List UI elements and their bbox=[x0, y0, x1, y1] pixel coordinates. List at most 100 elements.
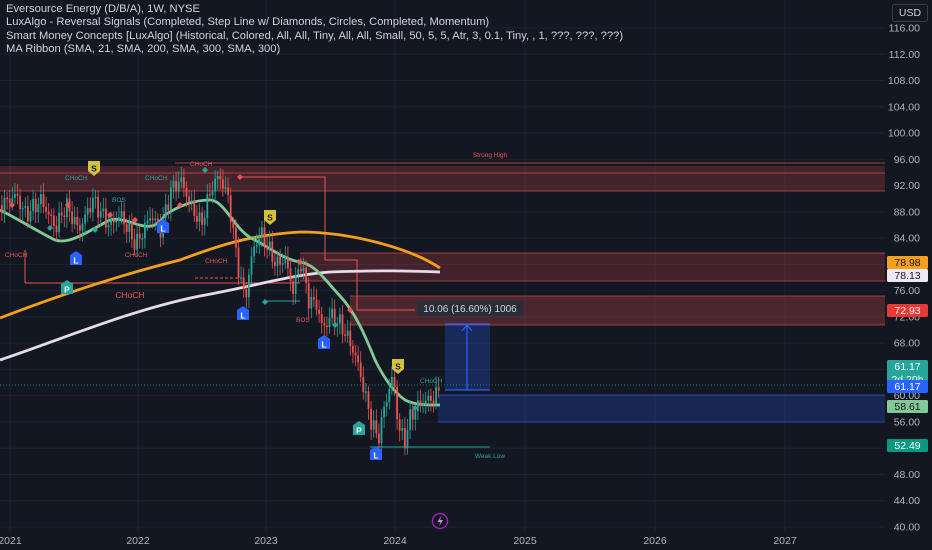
svg-text:L: L bbox=[321, 340, 326, 350]
price-axis-label: 68.00 bbox=[894, 338, 920, 350]
svg-text:72.93: 72.93 bbox=[894, 305, 920, 317]
candles bbox=[1, 166, 440, 456]
indicator-smc[interactable]: Smart Money Concepts [LuxAlgo] (Historic… bbox=[6, 29, 624, 42]
time-axis-label: 2023 bbox=[254, 535, 278, 547]
sma-21-line bbox=[0, 198, 441, 407]
price-tag-sma200: 78.98 bbox=[887, 256, 928, 269]
svg-text:P: P bbox=[356, 426, 362, 436]
choch-label: CHoCH bbox=[115, 290, 144, 300]
price-axis-label: 76.00 bbox=[894, 285, 920, 297]
price-axis-label: 48.00 bbox=[894, 469, 920, 481]
price-axis-label: 100.00 bbox=[888, 128, 920, 140]
price-tags: 78.98 78.13 72.93 61.172d 20h 61.17 58.6… bbox=[887, 256, 928, 452]
diamond-marker bbox=[92, 227, 98, 233]
choch-label-2: CHoCH bbox=[65, 175, 88, 182]
reversal-signal-p: P bbox=[61, 280, 73, 295]
svg-text:L: L bbox=[73, 256, 78, 266]
lightning-icon[interactable] bbox=[431, 512, 449, 530]
time-axis-label: 2027 bbox=[773, 535, 797, 547]
price-tag-sma300: 78.13 bbox=[887, 269, 928, 282]
svg-text:61.17: 61.17 bbox=[894, 381, 920, 393]
reversal-signal-l: L bbox=[237, 306, 249, 321]
price-axis-label: 116.00 bbox=[889, 23, 920, 35]
reversal-signal-l: L bbox=[70, 251, 82, 266]
price-axis-label: 112.00 bbox=[889, 49, 920, 61]
diamond-marker bbox=[47, 225, 53, 231]
diamond-marker bbox=[237, 174, 243, 180]
price-axis-label: 40.00 bbox=[894, 522, 920, 534]
diamond-marker bbox=[107, 212, 113, 218]
diamond-marker bbox=[132, 217, 138, 223]
bos-label-1: BOS bbox=[112, 197, 126, 204]
time-axis: 2021 2022 2023 2024 2025 2026 2027 bbox=[0, 535, 797, 547]
reversal-signal-s: S bbox=[392, 359, 404, 374]
svg-text:78.98: 78.98 bbox=[894, 257, 920, 269]
svg-text:S: S bbox=[267, 213, 273, 223]
svg-text:61.17: 61.17 bbox=[894, 361, 920, 373]
diamond-markers bbox=[9, 167, 418, 411]
diamond-marker bbox=[412, 405, 418, 411]
diamond-marker bbox=[332, 322, 338, 328]
weak-low-label: Weak Low bbox=[475, 453, 506, 460]
price-axis-label: 60.00 bbox=[894, 390, 920, 402]
choch-label-6: CHoCH bbox=[125, 252, 148, 259]
choch-label-3: CHoCH bbox=[145, 175, 168, 182]
chart-legend: Eversource Energy (D/B/A), 1W, NYSE LuxA… bbox=[6, 3, 623, 57]
step-line-red bbox=[240, 176, 415, 311]
diamond-marker bbox=[262, 299, 268, 305]
svg-text:S: S bbox=[91, 164, 97, 174]
svg-text:L: L bbox=[373, 451, 378, 461]
svg-text:P: P bbox=[64, 285, 70, 295]
grid bbox=[0, 0, 885, 532]
svg-text:L: L bbox=[240, 311, 245, 321]
price-axis-label: 104.00 bbox=[888, 101, 920, 113]
measure-label: 10.06 (16.60%) 1006 bbox=[423, 304, 517, 315]
reversal-signal-l: L bbox=[157, 219, 169, 234]
indicator-luxalgo[interactable]: LuxAlgo - Reversal Signals (Completed, S… bbox=[6, 16, 490, 29]
order-block-red-upper bbox=[300, 253, 885, 281]
svg-text:S: S bbox=[395, 362, 401, 372]
bos-label-2: BOS bbox=[296, 317, 310, 324]
diamond-marker bbox=[347, 307, 353, 313]
premium-zone bbox=[0, 166, 885, 191]
diamond-marker bbox=[177, 202, 183, 208]
price-axis-label: 88.00 bbox=[894, 206, 920, 218]
currency-button[interactable]: USD bbox=[892, 4, 928, 22]
symbol-title[interactable]: Eversource Energy (D/B/A), 1W, NYSE bbox=[6, 3, 200, 15]
reversal-signal-l: L bbox=[318, 335, 330, 350]
time-axis-label: 2026 bbox=[643, 535, 667, 547]
indicator-ma-ribbon[interactable]: MA Ribbon (SMA, 21, SMA, 200, SMA, 300, … bbox=[6, 43, 281, 56]
svg-text:58.61: 58.61 bbox=[894, 401, 920, 413]
price-axis-label: 92.00 bbox=[894, 180, 920, 192]
choch-label-8: CHoCH bbox=[420, 378, 443, 385]
choch-label-5: CHoCH bbox=[5, 252, 28, 259]
price-tag-sma21: 58.61 bbox=[887, 400, 928, 413]
price-tag-resistance: 72.93 bbox=[887, 304, 928, 317]
price-axis-label: 96.00 bbox=[894, 154, 920, 166]
sma-200-line bbox=[0, 230, 441, 320]
diamond-marker bbox=[9, 202, 15, 208]
choch-label-7: CHoCH bbox=[205, 258, 228, 265]
diamond-marker bbox=[202, 167, 208, 173]
time-axis-label: 2022 bbox=[126, 535, 150, 547]
price-axis-label: 44.00 bbox=[894, 495, 920, 507]
time-axis-label: 2025 bbox=[513, 535, 537, 547]
demand-zone-blue bbox=[438, 395, 885, 422]
svg-text:L: L bbox=[160, 224, 165, 234]
reversal-signal-p: P bbox=[353, 421, 365, 436]
sma-300-line bbox=[0, 269, 441, 362]
signal-badges: S S S L L L L L P P bbox=[61, 161, 404, 461]
price-tag-crosshair: 61.17 bbox=[887, 380, 928, 393]
choch-label-4: CHoCH bbox=[190, 161, 213, 168]
diamond-marker bbox=[65, 202, 71, 208]
svg-text:78.13: 78.13 bbox=[894, 270, 920, 282]
price-axis-label: 84.00 bbox=[894, 233, 920, 245]
price-tag-weak-low: 52.49 bbox=[887, 439, 928, 452]
reversal-signal-s: S bbox=[264, 210, 276, 225]
price-axis-label: 108.00 bbox=[888, 75, 920, 87]
strong-high-label: Strong High bbox=[473, 152, 508, 159]
time-axis-label: 2024 bbox=[383, 535, 407, 547]
price-axis-label: 56.00 bbox=[894, 416, 920, 428]
svg-text:52.49: 52.49 bbox=[894, 440, 920, 452]
